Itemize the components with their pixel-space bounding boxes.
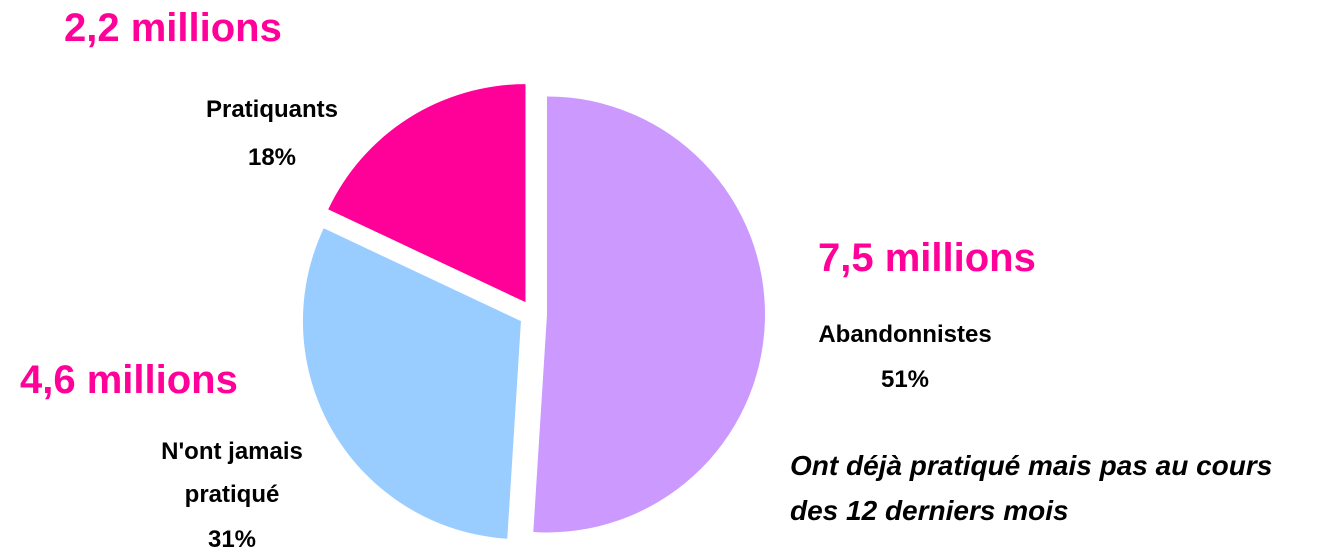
slice-label: Pratiquants bbox=[205, 96, 339, 123]
slice-label: N'ont jamais pratiqué bbox=[161, 438, 303, 508]
annotation: 2,2 millions bbox=[64, 6, 282, 50]
slice-value-label: 31% bbox=[207, 526, 257, 551]
slice-value-label: 18% bbox=[247, 144, 297, 171]
slice-label: Abandonnistes bbox=[818, 321, 992, 348]
annotation: 4,6 millions bbox=[20, 358, 238, 402]
pie-slice bbox=[302, 228, 521, 539]
annotation: Ont déjà pratiqué mais pas au cours des … bbox=[790, 450, 1273, 526]
slice-value-label: 51% bbox=[880, 366, 930, 393]
pie-slice bbox=[533, 96, 765, 533]
annotation: 7,5 millions bbox=[818, 236, 1036, 280]
pie-slice bbox=[328, 84, 526, 303]
